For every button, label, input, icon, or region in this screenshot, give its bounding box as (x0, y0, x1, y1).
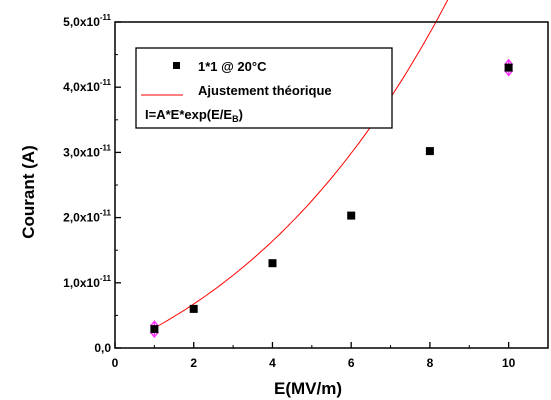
y-tick-label: 1,0x10-11 (63, 274, 111, 290)
y-axis-ticks: 0,0 1,0x10-11 2,0x10-11 3,0x10-11 4,0x10-11 5… (63, 13, 121, 355)
data-point (150, 325, 159, 334)
legend-box (135, 47, 393, 129)
x-axis-ticks: 0 2 4 6 8 10 (112, 342, 516, 370)
x-tick-label: 2 (190, 356, 197, 370)
x-tick-label: 4 (269, 356, 276, 370)
y-tick-label: 5,0x10-11 (63, 13, 111, 29)
legend-marker-square (173, 62, 180, 69)
legend-formula-close: ) (239, 107, 243, 122)
legend: 1*1 @ 20°C Ajustement théorique I=A*E*ex… (135, 47, 393, 129)
data-point (504, 63, 513, 72)
legend-label-data: 1*1 @ 20°C (198, 59, 267, 74)
fit-curve (154, 0, 449, 329)
y-tick-label: 0,0 (94, 341, 111, 355)
data-point (425, 147, 434, 156)
fit-curve-layer (154, 0, 449, 329)
data-points-layer (150, 63, 513, 334)
data-point (347, 211, 356, 220)
data-point (189, 304, 198, 313)
y-tick-label: 3,0x10-11 (63, 143, 111, 159)
y-axis-label: Courant (A) (19, 145, 38, 238)
y-tick-label: 4,0x10-11 (63, 78, 111, 94)
x-tick-label: 0 (112, 356, 119, 370)
data-point (268, 259, 277, 268)
plot-frame (114, 21, 549, 349)
legend-formula-subscript: B (232, 114, 239, 124)
legend-formula: I=A*E*exp(E/EB) (145, 107, 243, 124)
x-axis-label: E(MV/m) (274, 379, 342, 398)
x-tick-label: 10 (502, 356, 516, 370)
y-tick-label: 2,0x10-11 (63, 209, 111, 225)
x-tick-label: 6 (348, 356, 355, 370)
legend-formula-main: I=A*E*exp(E/E (145, 107, 232, 122)
x-tick-label: 8 (427, 356, 434, 370)
legend-label-fit: Ajustement théorique (198, 83, 332, 98)
